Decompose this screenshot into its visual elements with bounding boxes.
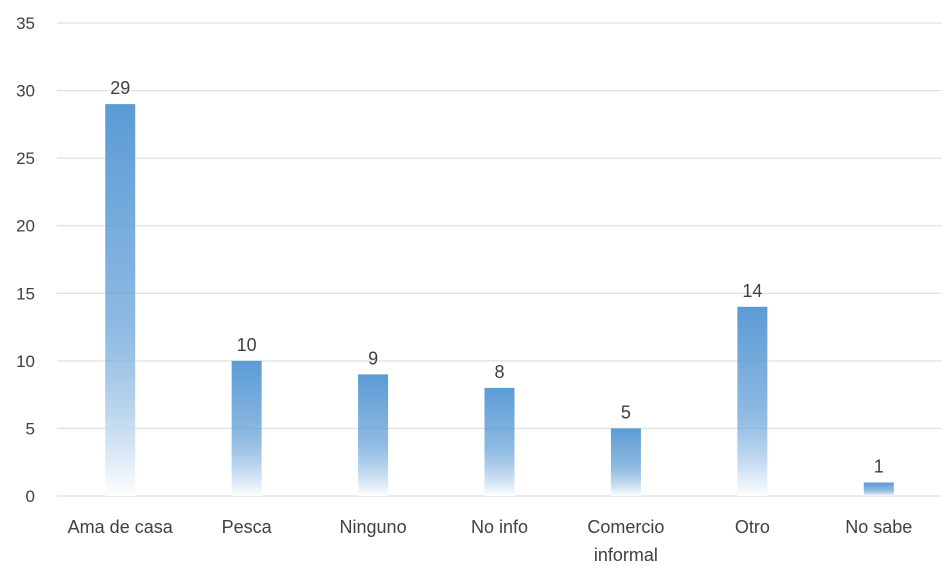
gridlines: [57, 22, 942, 497]
x-axis-categories: Ama de casa Pesca Ninguno No info Comercio in…: [68, 517, 913, 565]
bar: [484, 387, 515, 496]
y-tick-label: 35: [16, 14, 35, 33]
bar: [610, 428, 641, 496]
data-label: 9: [368, 348, 378, 368]
category-label: No info: [471, 517, 528, 537]
data-label: 1: [874, 456, 884, 476]
bar: [358, 374, 389, 496]
bar: [737, 306, 768, 496]
category-label: Pesca: [222, 517, 273, 537]
bar: [231, 360, 262, 496]
y-tick-label: 30: [16, 82, 35, 101]
category-label: Ama de casa: [68, 517, 174, 537]
category-label: Otro: [735, 517, 770, 537]
data-label: 29: [110, 78, 130, 98]
category-label: informal: [594, 545, 658, 565]
y-axis-ticks: 0 5 10 15 20 25 30 35: [16, 14, 35, 506]
data-label: 5: [621, 402, 631, 422]
y-tick-label: 5: [26, 419, 35, 438]
y-tick-label: 20: [16, 217, 35, 236]
bar: [863, 482, 894, 496]
category-label: No sabe: [845, 517, 912, 537]
y-tick-label: 10: [16, 352, 35, 371]
data-labels: 29 10 9 8 5 14 1: [110, 78, 884, 476]
category-label: Ninguno: [340, 517, 407, 537]
y-tick-label: 0: [26, 487, 35, 506]
bars: [105, 104, 894, 496]
category-label: Comercio: [587, 517, 664, 537]
bar: [105, 104, 136, 496]
y-tick-label: 15: [16, 284, 35, 303]
data-label: 8: [494, 362, 504, 382]
data-label: 10: [237, 335, 257, 355]
y-tick-label: 25: [16, 149, 35, 168]
data-label: 14: [742, 281, 762, 301]
